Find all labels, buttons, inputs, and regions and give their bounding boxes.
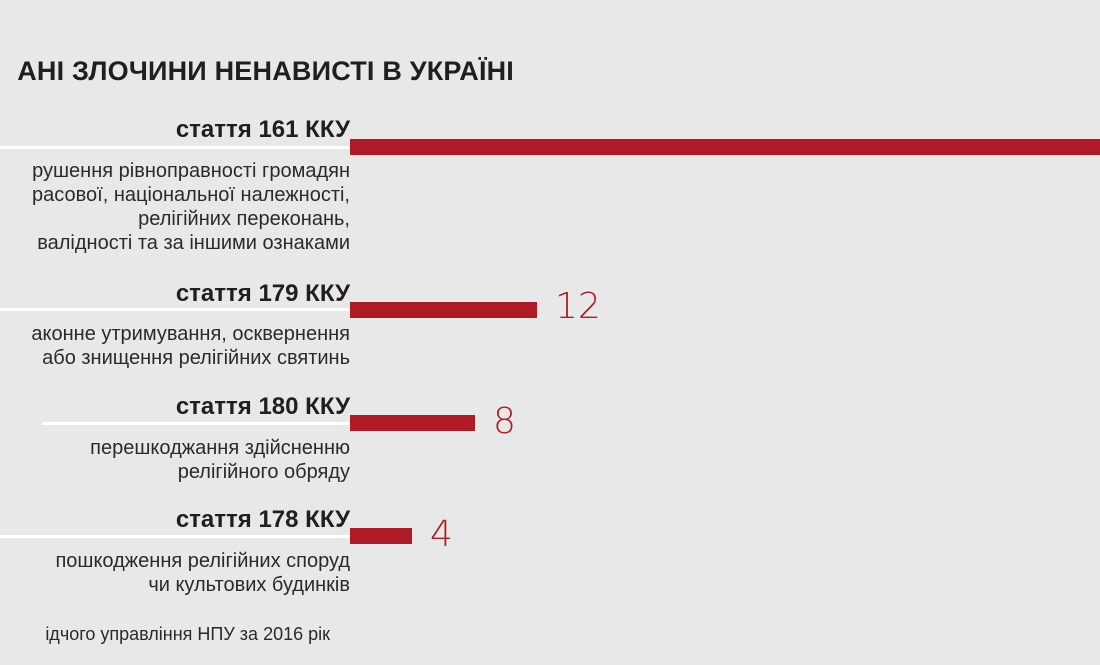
bar-180 (350, 415, 475, 431)
desc-line: аконне утримування, осквернення (31, 323, 350, 345)
source-note: ідчого управління НПУ за 2016 рік (45, 624, 330, 644)
row-label-161: стаття 161 ККУ (175, 116, 350, 143)
desc-line: релігійних переконань, (138, 208, 350, 230)
bar-161 (350, 139, 1100, 155)
desc-line: валідності та за іншими ознаками (37, 232, 350, 254)
desc-line: перешкоджання здійсненню (90, 437, 350, 459)
desc-line: пошкодження релігійних споруд (55, 550, 350, 572)
value-label-178: 4 (430, 514, 453, 555)
row-desc-179: аконне утримування, осквернення або знищ… (31, 322, 350, 370)
desc-line: релігійного обряду (177, 461, 350, 483)
bar-179 (350, 302, 537, 318)
row-underline-179 (0, 308, 350, 311)
desc-line: рушення рівноправності громадян (32, 160, 350, 182)
row-underline-180 (42, 422, 350, 425)
bar-178 (350, 528, 412, 544)
row-desc-180: перешкоджання здійсненню релігійного обр… (90, 436, 350, 484)
value-label-180: 8 (493, 401, 516, 442)
row-label-179: стаття 179 ККУ (175, 280, 350, 307)
row-label-180: стаття 180 ККУ (175, 393, 350, 420)
desc-line: або знищення релігійних святинь (42, 347, 350, 369)
row-underline-178 (0, 535, 350, 538)
value-label-179: 12 (555, 286, 601, 327)
desc-line: расової, національної належності, (32, 184, 350, 206)
chart-title: АНІ ЗЛОЧИНИ НЕНАВИСТІ В УКРАЇНІ (17, 56, 514, 86)
row-desc-178: пошкодження релігійних споруд чи культов… (55, 549, 350, 597)
desc-line: чи культових будинків (148, 574, 350, 596)
row-desc-161: рушення рівноправності громадян расової,… (32, 159, 350, 255)
row-label-178: стаття 178 ККУ (175, 506, 350, 533)
row-underline-161 (0, 146, 350, 149)
